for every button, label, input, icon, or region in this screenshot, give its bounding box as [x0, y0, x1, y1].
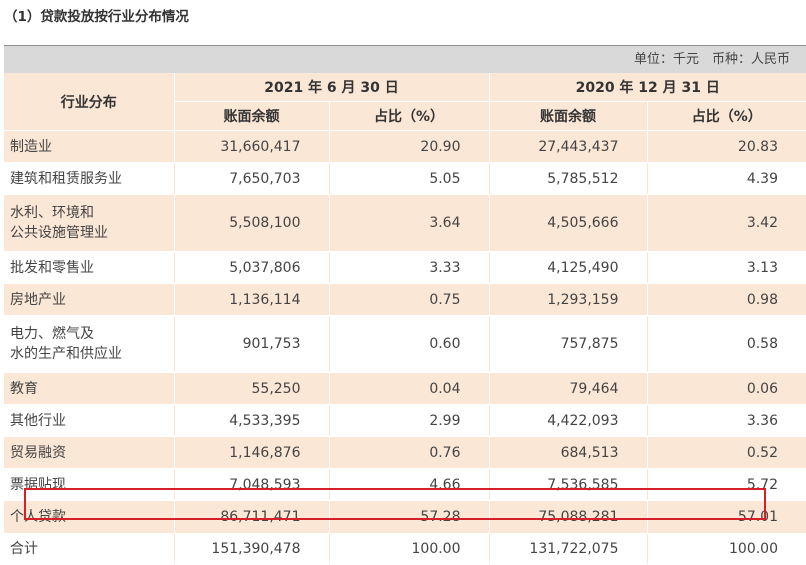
- ratio-2020: 0.06: [646, 372, 806, 405]
- ratio-2021: 4.66: [328, 468, 489, 501]
- table-row: 合计 151,390,478 100.00 131,722,075 100.00: [4, 533, 806, 565]
- table-row: 房地产业 1,136,114 0.75 1,293,159 0.98: [4, 283, 806, 316]
- table-row: 教育 55,250 0.04 79,464 0.06: [4, 372, 806, 405]
- balance-2020: 5,785,512: [488, 162, 647, 195]
- ratio-2020: 0.98: [646, 283, 806, 316]
- row-label: 其他行业: [4, 404, 174, 437]
- ratio-2021: 3.64: [328, 194, 489, 252]
- row-label: 票据贴现: [4, 468, 174, 501]
- balance-2020: 1,293,159: [488, 283, 647, 316]
- balance-2020: 75,088,281: [488, 500, 647, 534]
- ratio-2020: 100.00: [646, 533, 806, 565]
- table-row: 水利、环境和 公共设施管理业 5,508,100 3.64 4,505,666 3.42: [4, 194, 806, 252]
- row-label: 水利、环境和 公共设施管理业: [4, 194, 174, 252]
- ratio-2021: 0.04: [328, 372, 489, 405]
- ratio-2020: 5.72: [646, 468, 806, 501]
- balance-2020: 79,464: [488, 372, 647, 405]
- ratio-2021: 5.05: [328, 162, 489, 195]
- header-balance-2021: 账面余额: [173, 101, 329, 131]
- ratio-2021: 100.00: [328, 533, 489, 565]
- balance-2021: 1,136,114: [173, 283, 329, 316]
- header-ratio-2020: 占比（%）: [646, 101, 806, 131]
- balance-2020: 684,513: [488, 436, 647, 469]
- balance-2021: 151,390,478: [173, 533, 329, 565]
- row-label: 贸易融资: [4, 436, 174, 469]
- ratio-2020: 57.01: [646, 500, 806, 534]
- balance-2020: 4,422,093: [488, 404, 647, 437]
- balance-2021: 31,660,417: [173, 130, 329, 163]
- ratio-2021: 57.28: [328, 500, 489, 534]
- section-title: （1）贷款投放按行业分布情况: [4, 9, 189, 25]
- header-balance-2020: 账面余额: [488, 101, 647, 131]
- table-row: 批发和零售业 5,037,806 3.33 4,125,490 3.13: [4, 251, 806, 284]
- ratio-2021: 3.33: [328, 251, 489, 284]
- row-label: 制造业: [4, 130, 174, 163]
- row-label: 建筑和租赁服务业: [4, 162, 174, 195]
- ratio-2021: 2.99: [328, 404, 489, 437]
- ratio-2021: 0.76: [328, 436, 489, 469]
- table-row: 其他行业 4,533,395 2.99 4,422,093 3.36: [4, 404, 806, 437]
- ratio-2020: 4.39: [646, 162, 806, 195]
- balance-2021: 86,711,471: [173, 500, 329, 534]
- ratio-2021: 0.60: [328, 315, 489, 373]
- ratio-2020: 0.58: [646, 315, 806, 373]
- balance-2020: 4,125,490: [488, 251, 647, 284]
- balance-2020: 27,443,437: [488, 130, 647, 163]
- table-row: 票据贴现 7,048,593 4.66 7,536,585 5.72: [4, 468, 806, 501]
- header-category: 行业分布: [4, 73, 174, 131]
- ratio-2020: 20.83: [646, 130, 806, 163]
- ratio-2021: 20.90: [328, 130, 489, 163]
- ratio-2020: 3.13: [646, 251, 806, 284]
- balance-2020: 131,722,075: [488, 533, 647, 565]
- balance-2021: 4,533,395: [173, 404, 329, 437]
- table-row: 建筑和租赁服务业 7,650,703 5.05 5,785,512 4.39: [4, 162, 806, 195]
- ratio-2021: 0.75: [328, 283, 489, 316]
- row-label: 个人贷款: [4, 500, 174, 534]
- balance-2021: 1,146,876: [173, 436, 329, 469]
- balance-2020: 7,536,585: [488, 468, 647, 501]
- row-label: 教育: [4, 372, 174, 405]
- header-period-2020: 2020 年 12 月 31 日: [488, 73, 806, 102]
- balance-2021: 7,650,703: [173, 162, 329, 195]
- unit-note: 单位：千元 币种：人民币: [633, 52, 790, 67]
- balance-2020: 4,505,666: [488, 194, 647, 252]
- row-label: 合计: [4, 533, 174, 565]
- balance-2021: 55,250: [173, 372, 329, 405]
- ratio-2020: 0.52: [646, 436, 806, 469]
- ratio-2020: 3.36: [646, 404, 806, 437]
- unit-bar: 单位：千元 币种：人民币: [4, 45, 806, 73]
- row-label: 批发和零售业: [4, 251, 174, 284]
- table-row: 制造业 31,660,417 20.90 27,443,437 20.83: [4, 130, 806, 163]
- table-row: 贸易融资 1,146,876 0.76 684,513 0.52: [4, 436, 806, 469]
- balance-2020: 757,875: [488, 315, 647, 373]
- row-label: 房地产业: [4, 283, 174, 316]
- balance-2021: 5,037,806: [173, 251, 329, 284]
- table-row: 电力、燃气及 水的生产和供应业 901,753 0.60 757,875 0.58: [4, 315, 806, 373]
- balance-2021: 7,048,593: [173, 468, 329, 501]
- ratio-2020: 3.42: [646, 194, 806, 252]
- balance-2021: 5,508,100: [173, 194, 329, 252]
- header-period-2021: 2021 年 6 月 30 日: [173, 73, 489, 102]
- table-row: 个人贷款 86,711,471 57.28 75,088,281 57.01: [4, 500, 806, 534]
- balance-2021: 901,753: [173, 315, 329, 373]
- row-label: 电力、燃气及 水的生产和供应业: [4, 315, 174, 373]
- header-ratio-2021: 占比（%）: [328, 101, 489, 131]
- loan-industry-table: 行业分布 2021 年 6 月 30 日 2020 年 12 月 31 日 账面…: [4, 73, 806, 565]
